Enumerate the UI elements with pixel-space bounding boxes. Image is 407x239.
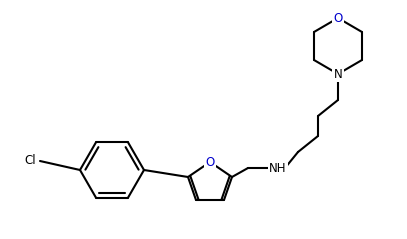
Text: O: O: [206, 156, 214, 168]
Text: Cl: Cl: [24, 154, 36, 168]
Text: NH: NH: [269, 162, 287, 174]
Text: O: O: [333, 11, 343, 25]
Text: N: N: [334, 67, 342, 81]
